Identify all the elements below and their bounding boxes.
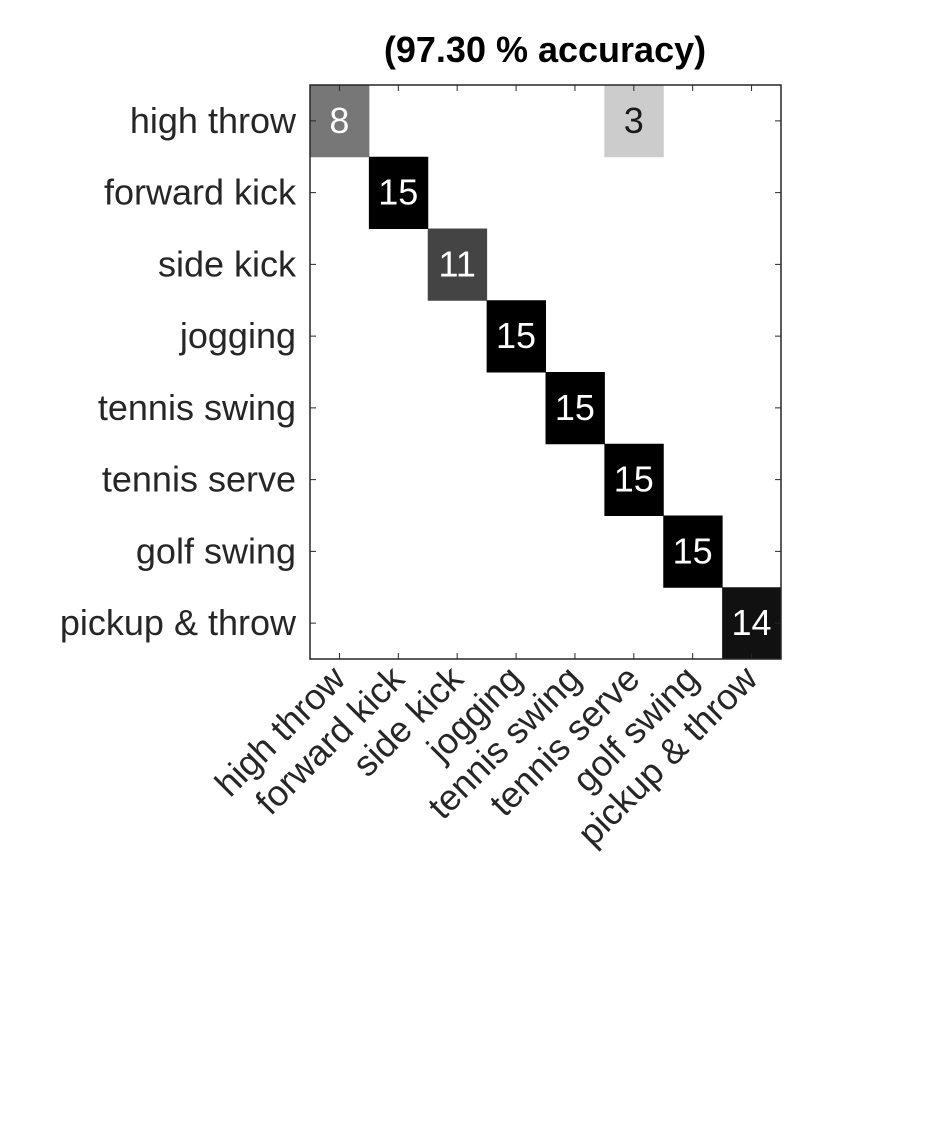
heatmap-cells: 8 3 15 11 15 15 15 15 14 xyxy=(310,85,782,660)
axis-ticks xyxy=(310,85,781,659)
cell-value-label: 15 xyxy=(555,387,595,428)
heatmap-cell xyxy=(486,300,546,373)
heatmap-cell xyxy=(663,515,723,588)
cell-value-label: 15 xyxy=(378,172,418,213)
heatmap-cell xyxy=(604,443,664,516)
heatmap-cell xyxy=(604,85,664,158)
heatmap-cell xyxy=(722,587,782,660)
y-tick-label: pickup & throw xyxy=(60,602,297,643)
cell-value-label: 11 xyxy=(439,243,476,284)
y-tick-label: tennis swing xyxy=(98,387,296,428)
cell-value-label: 15 xyxy=(614,459,654,500)
y-tick-labels: high throw forward kick side kick jogging te… xyxy=(60,100,297,643)
heatmap-cell xyxy=(310,85,370,158)
heatmap-cell xyxy=(427,228,488,301)
y-tick-label: high throw xyxy=(130,100,297,141)
y-tick-label: tennis serve xyxy=(102,459,296,500)
y-tick-label: forward kick xyxy=(104,172,297,213)
chart-title: (97.30 % accuracy) xyxy=(384,29,706,70)
cell-value-label: 15 xyxy=(673,530,713,571)
cell-value-label: 14 xyxy=(732,602,772,643)
heatmap-cell xyxy=(545,372,605,445)
y-tick-label: side kick xyxy=(158,243,297,284)
cell-value-label: 8 xyxy=(329,100,349,141)
cell-value-label: 15 xyxy=(496,315,536,356)
plot-frame xyxy=(309,84,782,660)
cell-value-label: 3 xyxy=(624,100,644,141)
heatmap-cell xyxy=(368,156,429,229)
y-tick-label: jogging xyxy=(179,315,296,356)
y-tick-label: golf swing xyxy=(136,530,296,571)
